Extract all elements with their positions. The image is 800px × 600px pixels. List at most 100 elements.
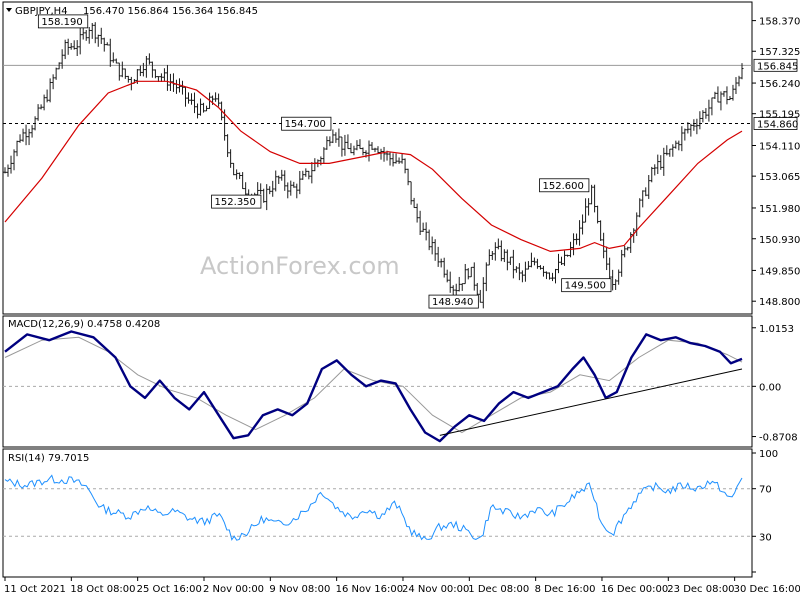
ohlc-bar <box>340 136 344 157</box>
ohlc-bar <box>141 62 145 77</box>
time-tick-label: 2 Nov 00:00 <box>203 584 264 595</box>
ohlc-bar <box>454 283 458 297</box>
current-price-badge-label: 156.845 <box>757 61 798 72</box>
ohlc-bar <box>391 153 395 167</box>
ohlc-bar <box>575 233 579 245</box>
ohlc-bar <box>111 52 115 63</box>
ohlc-bar <box>599 220 603 241</box>
price-tick-label: 154.110 <box>759 142 800 153</box>
ohlc-bar <box>117 62 121 81</box>
ohlc-bar <box>271 180 275 197</box>
price-annotation-label: 148.940 <box>432 297 473 308</box>
ohlc-bar <box>677 140 681 151</box>
ohlc-bar <box>418 210 422 235</box>
price-tick-label: 155.195 <box>759 110 800 121</box>
ohlc-bar <box>84 30 88 41</box>
ohlc-bar <box>99 27 103 44</box>
time-tick-label: 23 Dec 08:00 <box>667 584 734 595</box>
time-tick-label: 25 Oct 16:00 <box>137 584 202 595</box>
ohlc-bar <box>469 266 473 278</box>
ohlc-bar <box>626 246 630 251</box>
ohlc-bar <box>713 91 717 99</box>
ohlc-bar <box>301 170 305 180</box>
ohlc-bar <box>514 266 518 273</box>
ohlc-bar <box>66 38 70 55</box>
ohlc-bar <box>671 144 675 157</box>
ohlc-bar <box>90 22 94 39</box>
ohlc-bar <box>584 198 588 223</box>
ohlc-bar <box>560 256 564 266</box>
time-tick-label: 16 Dec 00:00 <box>601 584 668 595</box>
moving-average-line <box>4 80 743 253</box>
ohlc-bar <box>728 96 732 101</box>
ohlc-bar <box>186 92 190 104</box>
price-tick-label: 150.930 <box>759 235 800 246</box>
ohlc-bar <box>159 73 163 82</box>
price-tick-label: 158.370 <box>759 17 800 28</box>
ohlc-bar <box>379 148 383 160</box>
dropdown-triangle-icon[interactable] <box>6 8 12 12</box>
ohlc-bar <box>196 103 200 119</box>
ohlc-bar <box>623 245 627 258</box>
ohlc-bar <box>298 170 302 195</box>
macd-tick-label: -0.8708 <box>759 433 798 444</box>
ohlc-bar <box>596 205 600 224</box>
time-tick-label: 24 Nov 00:00 <box>402 584 469 595</box>
ohlc-bar <box>412 197 416 209</box>
ohlc-bar <box>346 134 350 150</box>
ohlc-bar <box>229 149 233 168</box>
ohlc-bar <box>352 145 356 156</box>
ohlc-bar <box>268 186 272 195</box>
ohlc-bar <box>659 155 663 170</box>
macd-tick-label: 0.00 <box>759 382 781 393</box>
ohlc-bar <box>424 222 428 241</box>
level-badge: 154.860 <box>753 117 798 131</box>
ohlc-bar <box>18 134 22 143</box>
level-badge-label: 154.860 <box>757 120 798 131</box>
ohlc-bar <box>532 257 536 266</box>
ohlc-bar <box>78 26 82 55</box>
ohlc-bar <box>60 49 64 69</box>
ohlc-bar <box>686 122 690 134</box>
ohlc-bar <box>400 153 404 164</box>
ohlc-bar <box>439 258 443 268</box>
ohlc-bar <box>466 268 470 280</box>
ohlc-bar <box>274 170 278 192</box>
time-tick-label: 8 Dec 16:00 <box>535 584 596 595</box>
price-annotation: 158.190 <box>37 14 89 29</box>
ohlc-bar <box>361 147 365 156</box>
ohlc-bar <box>355 140 359 151</box>
ohlc-bar <box>304 168 308 177</box>
ohlc-bar <box>337 128 341 147</box>
ohlc-bar <box>689 123 693 137</box>
chart-header-symbol: GBPJPY,H4 <box>15 6 68 17</box>
ohlc-bar <box>409 181 413 205</box>
ohlc-bar <box>650 166 654 183</box>
ohlc-bar <box>674 140 678 149</box>
ohlc-bar <box>15 140 19 157</box>
ohlc-bar <box>608 257 612 279</box>
ohlc-bar <box>698 111 702 130</box>
ohlc-bar <box>493 242 497 261</box>
ohlc-bar <box>526 261 530 270</box>
ohlc-bar <box>307 170 311 180</box>
rsi-tick-label: 30 <box>759 532 772 543</box>
ohlc-bar <box>376 146 380 154</box>
ohlc-bar <box>553 268 557 284</box>
ohlc-bar <box>692 119 696 131</box>
time-tick-label: 11 Oct 2021 <box>4 584 66 595</box>
ohlc-bar <box>734 77 738 94</box>
time-tick-label: 9 Nov 08:00 <box>269 584 330 595</box>
ohlc-bar <box>328 136 332 147</box>
ohlc-bar <box>24 124 28 146</box>
ohlc-bar <box>214 92 218 102</box>
ohlc-bar <box>647 175 651 199</box>
price-annotation: 154.700 <box>281 116 332 131</box>
ohlc-bar <box>529 252 533 268</box>
ohlc-bar <box>520 270 524 283</box>
price-tick-label: 157.325 <box>759 47 800 58</box>
ohlc-bar <box>442 257 446 278</box>
price-annotation: 152.600 <box>539 178 590 193</box>
ohlc-bar <box>662 147 666 176</box>
ohlc-bar <box>72 40 76 50</box>
